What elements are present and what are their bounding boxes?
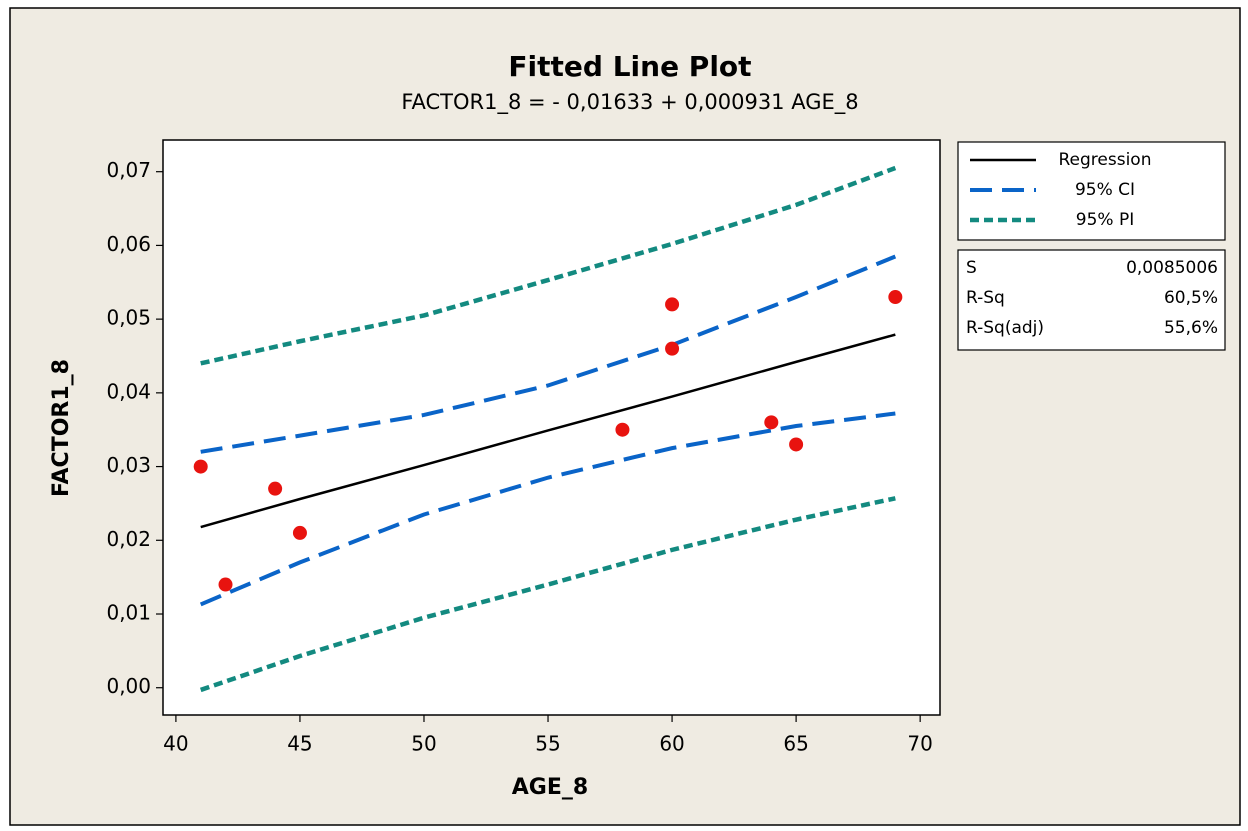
x-tick-label: 70 xyxy=(907,732,932,756)
y-tick-label: 0,03 xyxy=(106,453,151,477)
stat-label: S xyxy=(966,258,977,278)
stat-label: R-Sq(adj) xyxy=(966,318,1044,338)
legend-label: Regression xyxy=(1059,150,1152,170)
x-tick-label: 50 xyxy=(411,732,436,756)
fit-line xyxy=(200,333,896,529)
y-tick-label: 0,05 xyxy=(106,306,151,330)
data-point xyxy=(615,422,630,437)
x-tick-label: 60 xyxy=(659,732,684,756)
data-point xyxy=(665,297,680,312)
chart-subtitle: FACTOR1_8 = - 0,01633 + 0,000931 AGE_8 xyxy=(401,90,858,115)
stat-value: 55,6% xyxy=(1164,318,1218,338)
x-axis-label: AGE_8 xyxy=(512,775,588,800)
data-point xyxy=(292,525,307,540)
y-tick-label: 0,07 xyxy=(106,158,151,182)
plot-area xyxy=(162,139,941,716)
legend-label: 95% CI xyxy=(1075,180,1135,200)
data-point xyxy=(268,481,283,496)
fit-line xyxy=(200,165,897,366)
stat-label: R-Sq xyxy=(966,288,1005,308)
data-point xyxy=(888,290,903,305)
fit-line xyxy=(199,496,896,693)
x-tick-label: 65 xyxy=(783,732,808,756)
stat-value: 0,0085006 xyxy=(1126,258,1218,278)
data-point xyxy=(789,437,804,452)
y-tick-label: 0,04 xyxy=(106,379,151,403)
legend-label: 95% PI xyxy=(1076,210,1134,230)
stats-box xyxy=(957,249,1226,351)
x-tick-label: 45 xyxy=(287,732,312,756)
chart-title: Fitted Line Plot xyxy=(508,50,751,83)
y-axis-label: FACTOR1_8 xyxy=(49,359,74,497)
x-tick-label: 40 xyxy=(163,732,188,756)
data-point xyxy=(764,415,779,430)
x-tick-label: 55 xyxy=(535,732,560,756)
data-point xyxy=(218,577,233,592)
data-point xyxy=(665,341,680,356)
y-tick-label: 0,00 xyxy=(106,674,151,698)
y-tick-label: 0,06 xyxy=(106,232,151,256)
stat-value: 60,5% xyxy=(1164,288,1218,308)
y-tick-label: 0,02 xyxy=(106,527,151,551)
fit-line xyxy=(199,411,896,607)
y-tick-label: 0,01 xyxy=(106,601,151,625)
fit-line xyxy=(200,254,897,454)
data-point xyxy=(193,459,208,474)
